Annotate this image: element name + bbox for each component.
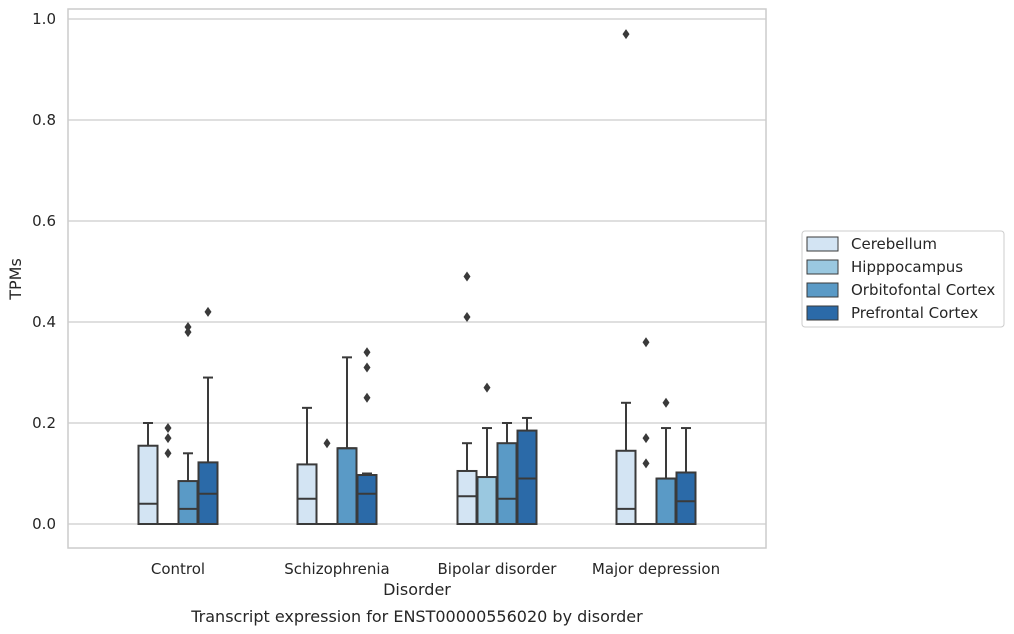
y-tick-label: 0.2 <box>32 414 56 432</box>
box-hipppocampus-3 <box>635 337 657 526</box>
outlier-point <box>363 347 371 358</box>
outlier-point <box>363 362 371 373</box>
x-tick-label: Bipolar disorder <box>438 560 558 578</box>
x-tick-label: Major depression <box>592 560 720 578</box>
x-axis-label: Disorder <box>383 580 451 599</box>
box <box>456 469 478 526</box>
outlier-point <box>164 448 172 459</box>
box <box>336 447 358 525</box>
box <box>137 444 159 526</box>
y-tick-labels: 0.0 0.2 0.4 0.6 0.8 1.0 <box>32 10 56 533</box>
outlier-point <box>642 458 650 469</box>
box <box>615 449 637 525</box>
box-cerebellum-1 <box>296 406 318 526</box>
box-hipppocampus-2 <box>476 382 498 526</box>
box-cerebellum-0 <box>137 422 159 526</box>
box-orbitofontal-cortex-1 <box>336 356 358 525</box>
outlier-point <box>184 322 192 333</box>
box-hipppocampus-1 <box>316 438 338 526</box>
box <box>177 480 199 526</box>
y-tick-label: 0.8 <box>32 111 56 129</box>
legend-label: Cerebellum <box>851 235 937 253</box>
outlier-point <box>164 433 172 444</box>
box-prefrontal-cortex-2 <box>516 416 538 526</box>
y-tick-label: 0.0 <box>32 515 56 533</box>
legend-swatch <box>806 282 839 298</box>
box-orbitofontal-cortex-3 <box>655 397 677 525</box>
y-tick-label: 0.6 <box>32 212 56 230</box>
box <box>655 477 677 525</box>
outlier-point <box>463 271 471 282</box>
y-tick-label: 0.4 <box>32 313 56 331</box>
plot-frame <box>67 8 767 549</box>
box-cerebellum-3 <box>615 29 637 525</box>
box-hipppocampus-0 <box>157 423 179 526</box>
outlier-point <box>204 306 212 317</box>
outlier-point <box>483 382 491 393</box>
x-tick-label: Control <box>151 560 205 578</box>
box-prefrontal-cortex-0 <box>197 306 219 526</box>
legend-swatch <box>806 236 839 252</box>
legend-label: Prefrontal Cortex <box>851 304 978 322</box>
box-orbitofontal-cortex-0 <box>177 322 199 526</box>
box <box>516 429 538 526</box>
y-tick-label: 1.0 <box>32 10 56 28</box>
outlier-point <box>463 311 471 322</box>
gridlines <box>68 18 766 525</box>
outlier-point <box>164 423 172 434</box>
box-prefrontal-cortex-1 <box>356 347 378 526</box>
outlier-point <box>363 392 371 403</box>
outlier-point <box>642 337 650 348</box>
box-orbitofontal-cortex-2 <box>496 422 518 526</box>
legend-frame <box>801 230 1005 328</box>
figure-caption: Transcript expression for ENST0000055602… <box>190 607 643 626</box>
box <box>496 442 518 526</box>
legend-label: Orbitofontal Cortex <box>851 281 995 299</box>
box <box>296 463 318 526</box>
box <box>476 476 498 526</box>
legend-swatch <box>806 259 839 275</box>
legend: Cerebellum Hipppocampus Orbitofontal Corte… <box>801 230 1005 328</box>
legend-label: Hipppocampus <box>851 258 963 276</box>
outlier-point <box>622 29 630 40</box>
box <box>675 471 697 525</box>
box-cerebellum-2 <box>456 271 478 526</box>
x-tick-label: Schizophrenia <box>284 560 389 578</box>
outlier-point <box>662 397 670 408</box>
outlier-point <box>323 438 331 449</box>
box <box>356 474 378 526</box>
outlier-point <box>184 327 192 338</box>
outlier-point <box>642 433 650 444</box>
box-series <box>137 29 697 526</box>
y-axis-label: TPMs <box>6 258 25 301</box>
legend-swatch <box>806 305 839 321</box>
x-tick-labels: Control Schizophrenia Bipolar disorder Majo… <box>151 560 720 578</box>
box-prefrontal-cortex-3 <box>675 427 697 525</box>
